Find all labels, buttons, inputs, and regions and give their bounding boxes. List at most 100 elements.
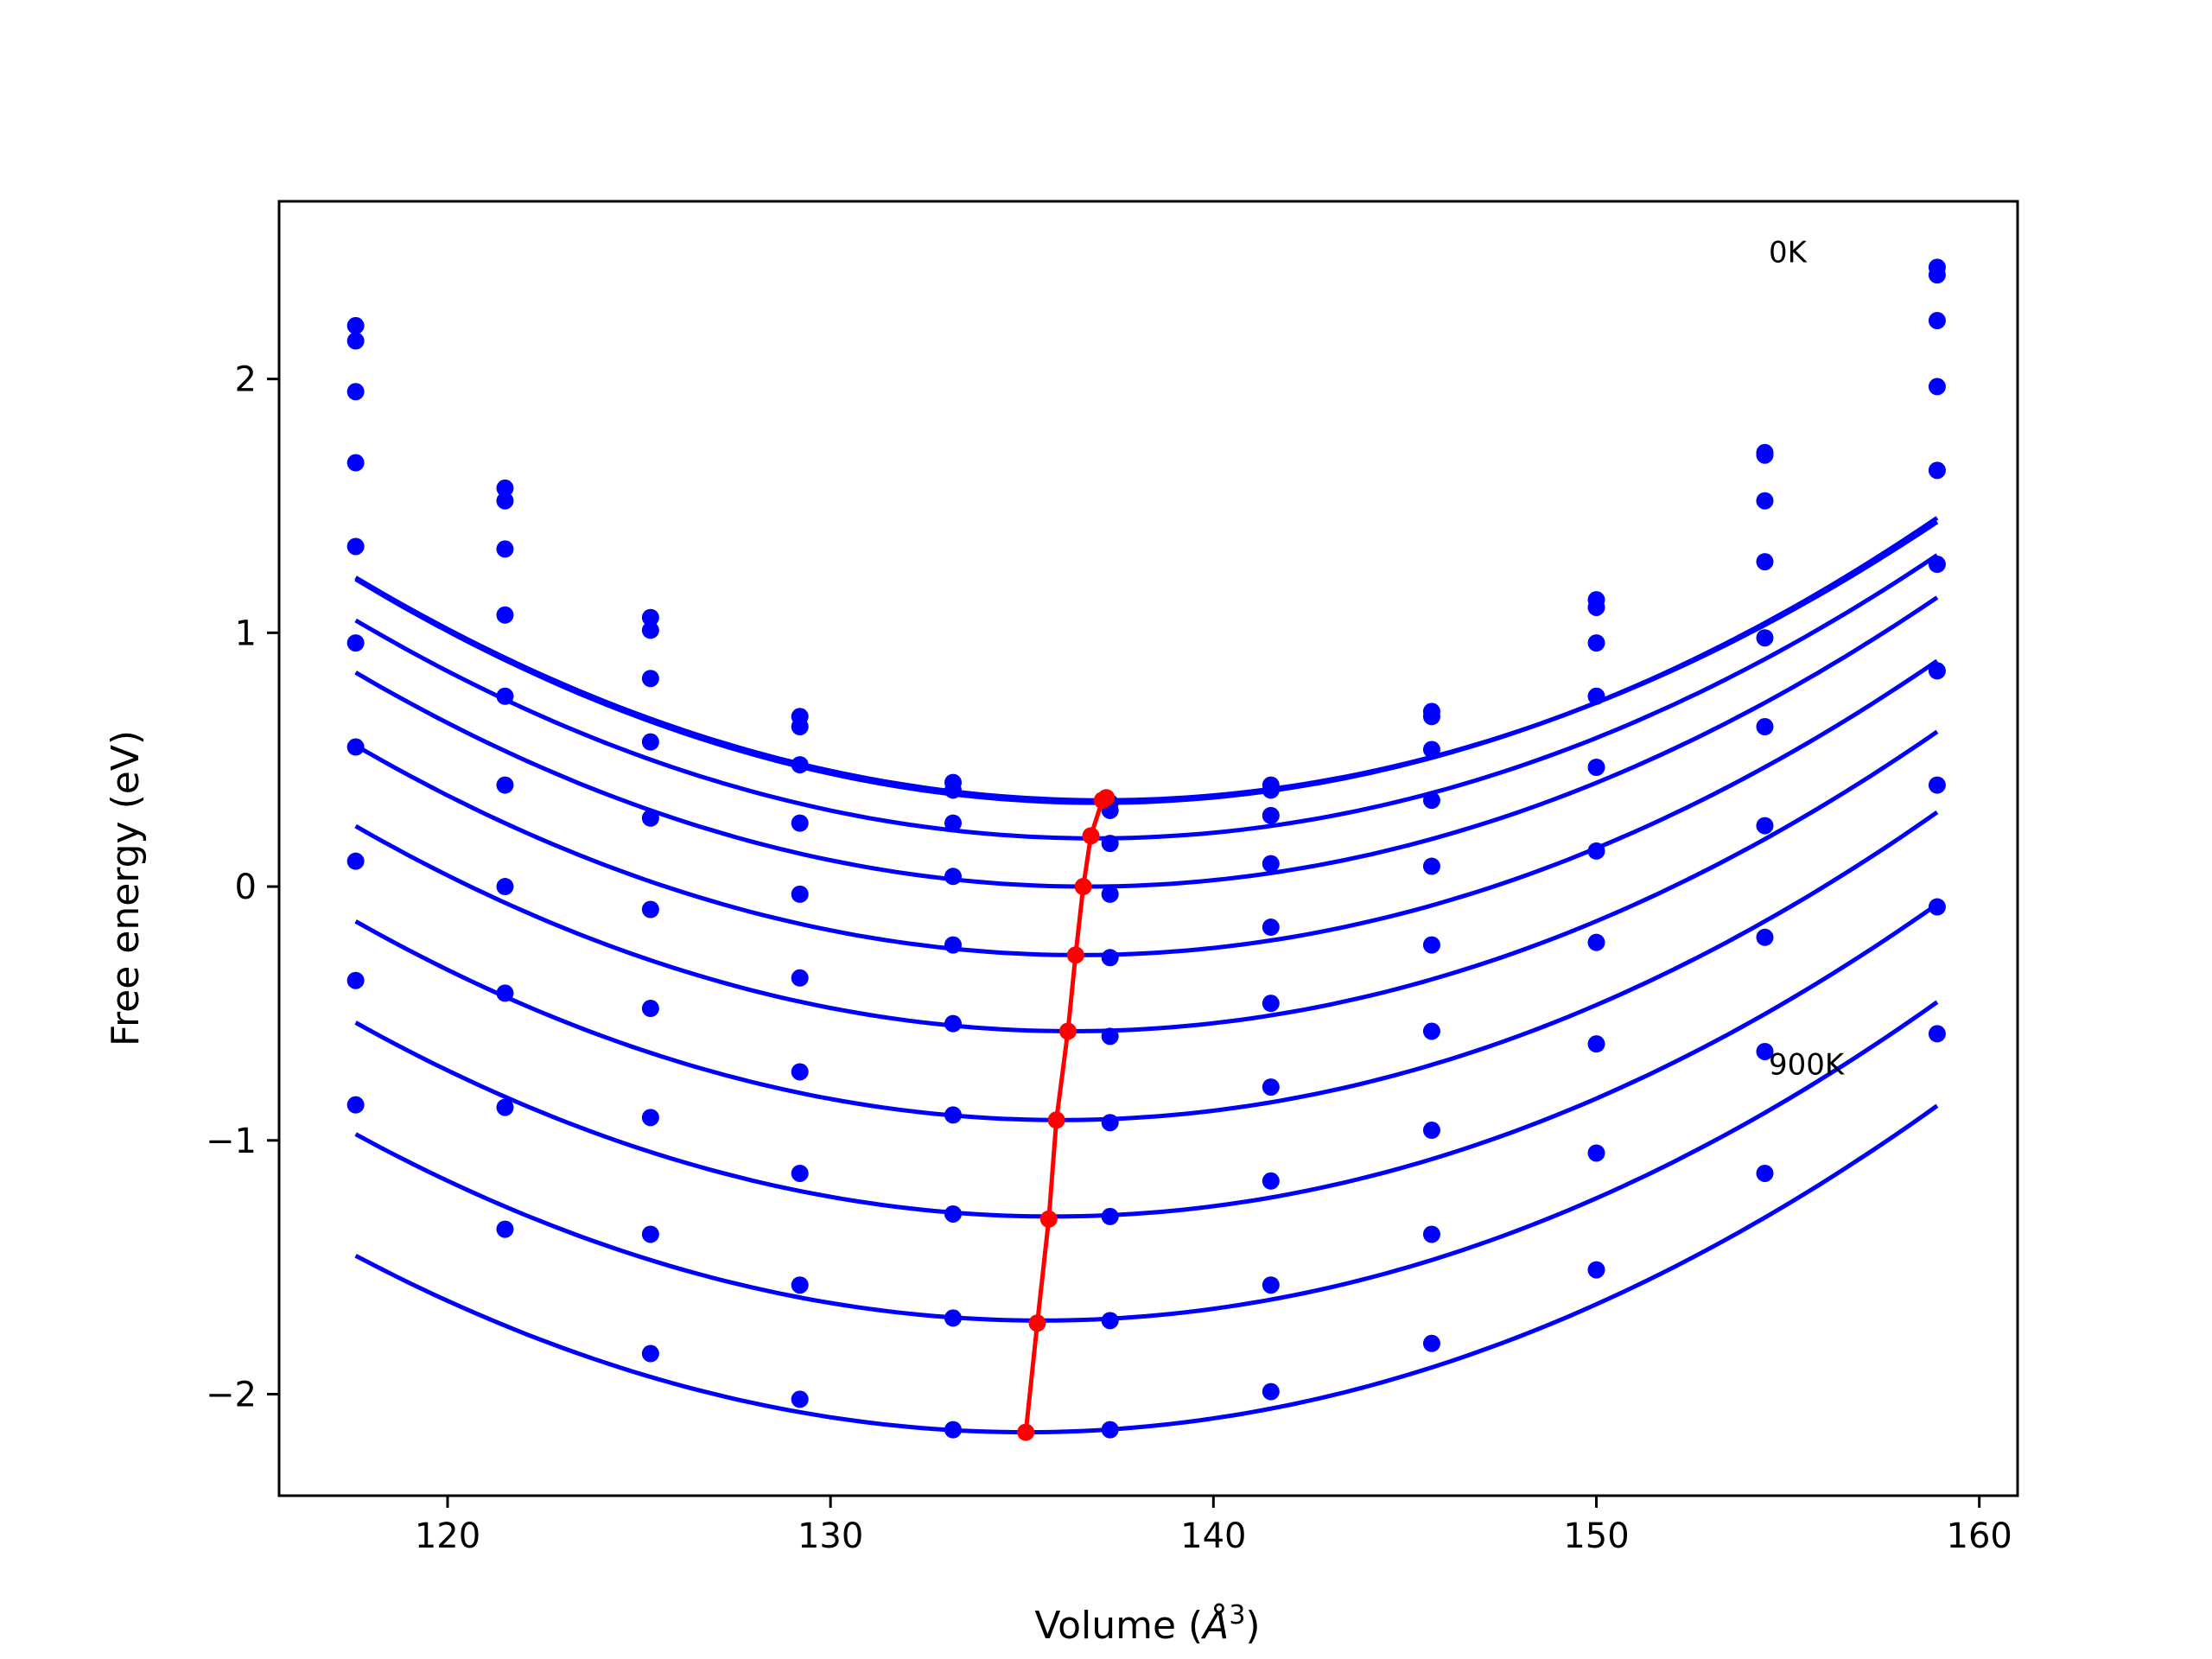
equilibrium-point-5	[1058, 1022, 1077, 1040]
equilibrium-point-9	[1017, 1423, 1035, 1441]
data-point-600K-10	[1928, 662, 1946, 680]
y-tick-label-2: 2	[235, 360, 257, 400]
data-point-100K-8	[1587, 598, 1605, 616]
data-point-200K-10	[1928, 312, 1946, 330]
data-point-900K-1	[496, 1220, 514, 1238]
data-point-200K-4	[944, 814, 962, 832]
x-tick-label-160: 160	[1947, 1516, 2012, 1556]
annotation-0K: 0K	[1769, 236, 1808, 270]
equilibrium-point-3	[1074, 878, 1092, 896]
data-point-400K-10	[1928, 461, 1946, 480]
data-point-900K-6	[1262, 1382, 1280, 1401]
data-point-800K-2	[641, 1225, 659, 1243]
equilibrium-point-7	[1039, 1210, 1058, 1228]
data-point-300K-7	[1422, 791, 1440, 810]
data-point-500K-9	[1756, 718, 1774, 736]
y-tick-label-0: 0	[235, 868, 257, 907]
data-point-800K-8	[1587, 1144, 1605, 1162]
data-point-600K-3	[791, 1063, 809, 1081]
data-point-800K-0	[346, 971, 365, 989]
data-point-500K-5	[1101, 1027, 1119, 1046]
fit-curve-700K	[354, 902, 1939, 1219]
annotation-900K: 900K	[1769, 1048, 1846, 1083]
data-point-500K-8	[1587, 842, 1605, 860]
data-point-200K-6	[1262, 806, 1280, 824]
y-tick-label--2: −2	[206, 1376, 257, 1415]
data-point-800K-10	[1928, 898, 1946, 916]
data-point-300K-3	[791, 814, 809, 832]
fit-curve-100K	[354, 516, 1939, 805]
fitted-curves	[354, 516, 1939, 1435]
data-point-700K-2	[641, 1109, 659, 1127]
data-point-0K-1	[496, 479, 514, 497]
data-point-400K-0	[346, 537, 365, 556]
data-point-600K-4	[944, 1106, 962, 1124]
data-point-100K-10	[1928, 266, 1946, 284]
data-point-200K-8	[1587, 634, 1605, 652]
data-point-400K-9	[1756, 629, 1774, 647]
data-point-500K-10	[1928, 556, 1946, 574]
data-point-700K-1	[496, 984, 514, 1002]
data-point-300K-9	[1756, 553, 1774, 571]
data-point-700K-3	[791, 1164, 809, 1182]
data-point-500K-6	[1262, 995, 1280, 1013]
data-point-300K-5	[1101, 885, 1119, 903]
data-point-400K-3	[791, 885, 809, 903]
data-point-700K-9	[1756, 928, 1774, 946]
y-tick-label--1: −1	[206, 1122, 257, 1161]
data-point-100K-2	[641, 621, 659, 639]
data-point-400K-2	[641, 809, 659, 827]
data-point-500K-7	[1422, 936, 1440, 954]
data-point-100K-6	[1262, 781, 1280, 799]
data-point-900K-8	[1587, 1261, 1605, 1279]
data-point-600K-1	[496, 878, 514, 896]
fit-curve-600K	[354, 810, 1939, 1122]
data-point-700K-6	[1262, 1172, 1280, 1190]
fit-curve-500K	[354, 729, 1939, 1034]
data-point-100K-3	[791, 718, 809, 736]
data-point-600K-8	[1587, 933, 1605, 951]
data-point-100K-1	[496, 492, 514, 510]
data-point-300K-6	[1262, 855, 1280, 873]
equilibrium-point-2	[1082, 827, 1100, 845]
data-point-500K-1	[496, 776, 514, 794]
data-point-900K-5	[1101, 1421, 1119, 1439]
data-point-300K-0	[346, 454, 365, 472]
data-point-800K-6	[1262, 1276, 1280, 1294]
x-tick-label-140: 140	[1180, 1516, 1246, 1556]
data-point-400K-6	[1262, 918, 1280, 937]
data-point-500K-4	[944, 1014, 962, 1033]
fit-curve-800K	[354, 1000, 1939, 1323]
data-point-800K-9	[1756, 1042, 1774, 1060]
data-point-400K-7	[1422, 857, 1440, 875]
equilibrium-point-4	[1066, 946, 1084, 964]
x-axis-label: Volume (Å3)	[1034, 1600, 1260, 1649]
data-point-700K-7	[1422, 1122, 1440, 1140]
data-point-400K-5	[1101, 949, 1119, 967]
data-point-800K-7	[1422, 1225, 1440, 1243]
data-point-200K-1	[496, 540, 514, 558]
data-point-0K-0	[346, 316, 365, 334]
data-point-700K-5	[1101, 1207, 1119, 1225]
data-point-600K-9	[1756, 817, 1774, 835]
x-tick-label-130: 130	[798, 1516, 863, 1556]
data-point-800K-5	[1101, 1312, 1119, 1330]
data-point-200K-3	[791, 756, 809, 774]
data-point-400K-4	[944, 936, 962, 954]
data-point-900K-9	[1756, 1164, 1774, 1182]
data-point-100K-7	[1422, 708, 1440, 726]
data-point-800K-4	[944, 1309, 962, 1327]
data-point-700K-8	[1587, 1035, 1605, 1053]
data-point-200K-2	[641, 670, 659, 688]
data-point-100K-4	[944, 781, 962, 799]
data-point-0K-2	[641, 608, 659, 626]
data-point-400K-1	[496, 687, 514, 705]
data-point-100K-9	[1756, 446, 1774, 464]
y-axis-ticks: −2 −1 0 1 2	[206, 360, 279, 1415]
data-point-200K-7	[1422, 741, 1440, 759]
data-point-300K-4	[944, 868, 962, 886]
data-point-300K-2	[641, 733, 659, 751]
data-point-800K-1	[496, 1098, 514, 1116]
data-point-300K-8	[1587, 687, 1605, 705]
